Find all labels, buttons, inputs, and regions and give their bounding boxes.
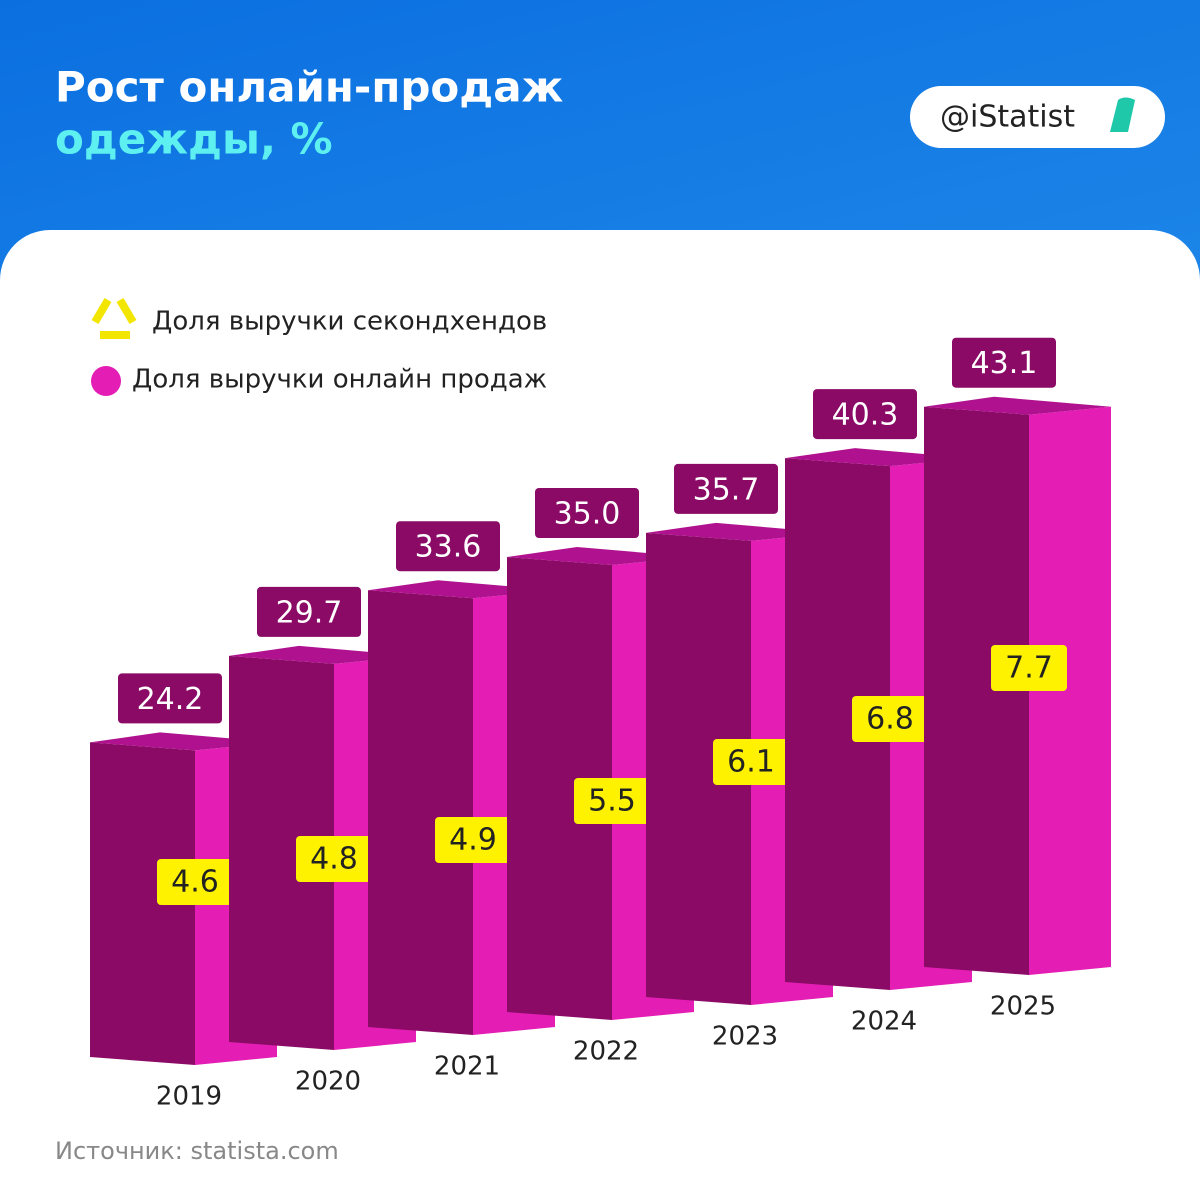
title-line: Рост онлайн-продаж <box>55 63 564 112</box>
value-label-box <box>952 337 1056 388</box>
bar-side <box>646 532 751 1005</box>
bar-side <box>90 742 195 1065</box>
secondhand-box <box>157 859 233 905</box>
value-label-box <box>118 673 222 724</box>
bar-side <box>229 655 334 1050</box>
value-label-box <box>674 463 778 514</box>
value-label-box <box>257 586 361 637</box>
legend-label: Доля выручки секондхендов <box>152 307 547 337</box>
legend-label: Доля выручки онлайн продаж <box>132 365 547 395</box>
value-label-box <box>396 521 500 572</box>
bar-top <box>924 396 1111 415</box>
bar-front <box>1029 406 1111 975</box>
value-label: 29.7 <box>276 595 343 630</box>
secondhand-box <box>991 645 1067 691</box>
value-label: 24.2 <box>137 682 204 717</box>
legend-swatch <box>91 366 121 396</box>
bar-side <box>785 458 890 991</box>
secondhand-box <box>852 696 928 742</box>
x-tick-label: 2025 <box>990 992 1056 1022</box>
secondhand-box <box>713 739 789 785</box>
value-label-box <box>813 389 917 440</box>
x-tick-label: 2023 <box>712 1022 778 1052</box>
bar-side <box>368 590 473 1035</box>
secondhand-box <box>296 836 372 882</box>
badge <box>910 86 1165 148</box>
secondhand-label: 6.1 <box>727 745 775 780</box>
x-tick-label: 2020 <box>295 1067 361 1097</box>
secondhand-box <box>574 778 650 824</box>
value-label-box <box>535 488 639 538</box>
x-tick-label: 2022 <box>573 1037 639 1067</box>
legend-icon <box>91 297 137 339</box>
source: Источник: statista.com <box>55 1137 339 1165</box>
badge-text: @iStatist <box>940 100 1075 135</box>
secondhand-label: 6.8 <box>866 702 914 737</box>
badge-logo <box>1110 97 1135 132</box>
secondhand-label: 4.6 <box>171 865 219 900</box>
secondhand-label: 7.7 <box>1005 651 1053 686</box>
x-tick-label: 2024 <box>851 1007 917 1037</box>
value-label: 35.0 <box>554 497 621 532</box>
secondhand-label: 4.8 <box>310 842 358 877</box>
x-tick-label: 2019 <box>156 1082 222 1112</box>
bar-side <box>507 557 612 1020</box>
secondhand-label: 5.5 <box>588 784 636 819</box>
secondhand-box <box>435 817 511 863</box>
x-tick-label: 2021 <box>434 1052 500 1082</box>
value-label: 33.6 <box>415 530 482 565</box>
value-label: 35.7 <box>693 472 760 507</box>
title-line: одежды, % <box>55 115 333 164</box>
value-label: 43.1 <box>971 346 1038 381</box>
bar-side <box>924 406 1029 975</box>
secondhand-label: 4.9 <box>449 823 497 858</box>
value-label: 40.3 <box>832 398 899 433</box>
